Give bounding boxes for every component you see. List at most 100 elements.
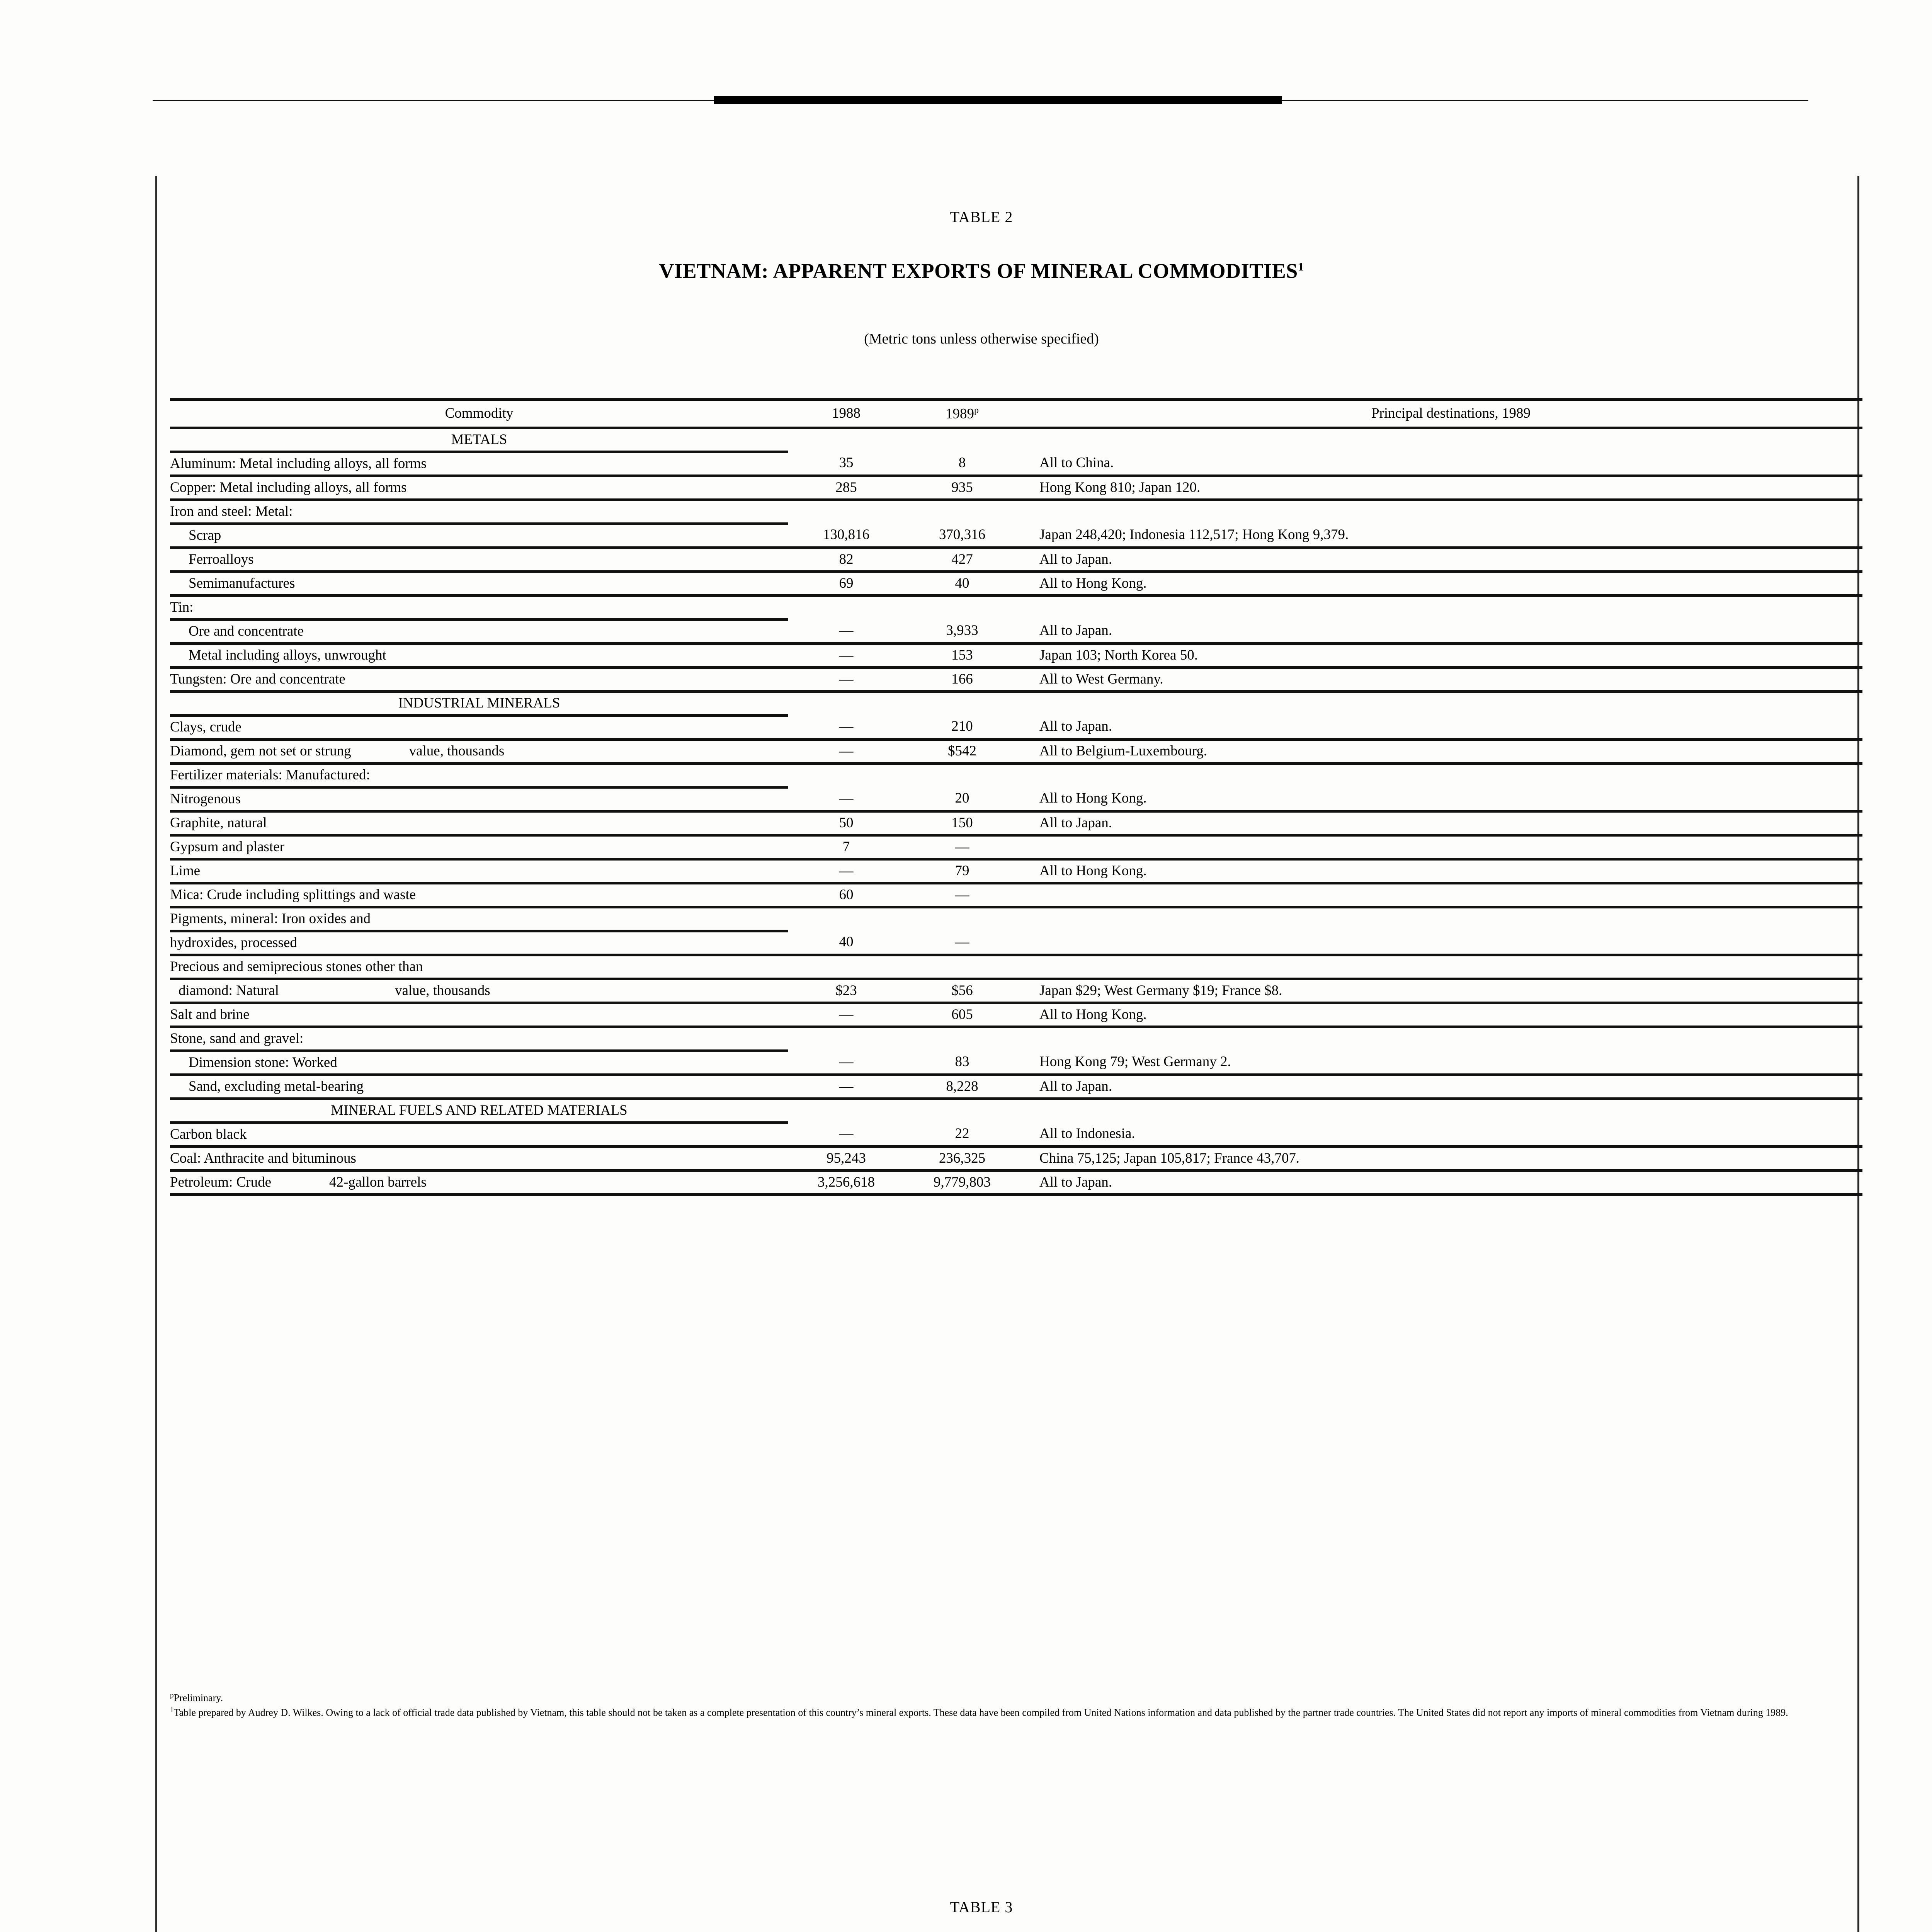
- row-value-1989: 20: [955, 790, 969, 806]
- row-commodity-label: Semimanufactures: [170, 570, 788, 596]
- left-margin-rule: [155, 176, 157, 1932]
- section-header-spacer-3: [1020, 427, 1862, 452]
- row-commodity-text: Scrap: [189, 527, 221, 544]
- row-commodity-label: Clays, crude: [170, 714, 788, 740]
- row-value-1988: —: [788, 666, 904, 692]
- footnote-preliminary-text: Preliminary.: [173, 1692, 223, 1704]
- group-spacer-2: [904, 954, 1020, 979]
- row-value-1988: —: [788, 642, 904, 668]
- row-commodity-text: Nitrogenous: [170, 791, 241, 807]
- row-value-1989: 79: [904, 858, 1020, 883]
- row-commodity-label: hydroxides, processed: [170, 930, 788, 955]
- row-value-1988: —: [788, 1002, 904, 1027]
- row-destinations: All to Japan.: [1039, 718, 1112, 735]
- row-value-1989: 9,779,803: [904, 1169, 1020, 1195]
- table2-table-row: Lime —79 All to Hong Kong.: [170, 858, 1862, 883]
- group-spacer-1: [788, 594, 904, 620]
- row-value-1988: —: [839, 718, 854, 735]
- footnote-note-marker: 1: [170, 1706, 174, 1714]
- row-commodity-text: Aluminum: Metal including alloys, all fo…: [170, 456, 427, 472]
- table3-number: TABLE 3: [950, 1898, 1013, 1916]
- row-commodity-text: diamond: Natural: [179, 983, 279, 999]
- row-value-1989: $542: [904, 738, 1020, 764]
- group-spacer-2: [904, 1026, 1020, 1051]
- section-header-spacer-1: [788, 427, 904, 452]
- row-commodity-text: Dimension stone: Worked: [189, 1054, 337, 1071]
- row-value-1989: 605: [904, 1002, 1020, 1027]
- table2-section-header-row: MINERAL FUELS AND RELATED MATERIALS: [170, 1097, 1862, 1123]
- row-commodity-text: Coal: Anthracite and bituminous: [170, 1150, 356, 1167]
- footnote-note: 1Table prepared by Audrey D. Wilkes. Owi…: [170, 1705, 1839, 1720]
- section-header-spacer-2: [904, 427, 1020, 452]
- row-value-1988: 82: [788, 546, 904, 572]
- row-value-1988: $23: [788, 978, 904, 1003]
- row-commodity-text: Ferroalloys: [189, 551, 254, 568]
- row-commodity-label: Aluminum: Metal including alloys, all fo…: [170, 451, 788, 476]
- row-destinations: All to Indonesia.: [1039, 1126, 1135, 1142]
- row-commodity-label: Nitrogenous: [170, 786, 788, 811]
- row-value-1989: 22: [955, 1126, 969, 1142]
- row-commodity-text: hydroxides, processed: [170, 935, 297, 951]
- section-header-spacer-2: [904, 690, 1020, 716]
- row-destinations: Japan $29; West Germany $19; France $8.: [1020, 978, 1862, 1003]
- table2-bottom-rule: [170, 1193, 1862, 1197]
- table2-table-row: hydroxides, processed 40 —: [170, 930, 1862, 955]
- bottom-rule-segment: [788, 1193, 904, 1197]
- group-spacer-3: [1020, 906, 1862, 931]
- table2-table-row: Tungsten: Ore and concentrate —166 All to …: [170, 666, 1862, 692]
- table2-group-label-row: Tin:: [170, 594, 1862, 620]
- group-spacer-1: [788, 954, 904, 979]
- bottom-rule-segment: [170, 1193, 788, 1197]
- row-destinations: All to Hong Kong.: [1039, 790, 1147, 806]
- row-value-1989: 427: [904, 546, 1020, 572]
- row-commodity-text: Carbon black: [170, 1126, 247, 1143]
- row-destinations: Japan 103; North Korea 50.: [1020, 642, 1862, 668]
- row-destinations: All to Hong Kong.: [1020, 570, 1862, 596]
- table2-table-row: Copper: Metal including alloys, all form…: [170, 474, 1862, 500]
- group-spacer-2: [904, 762, 1020, 787]
- group-spacer-2: [904, 906, 1020, 931]
- footnote-preliminary: pPreliminary.: [170, 1690, 1839, 1705]
- table2-table-row: Graphite, natural 50 150 All to Japan.: [170, 810, 1862, 835]
- row-commodity-label: Ferroalloys: [170, 546, 788, 572]
- row-commodity-text: Sand, excluding metal-bearing: [189, 1078, 364, 1095]
- row-destinations: China 75,125; Japan 105,817; France 43,7…: [1020, 1145, 1862, 1171]
- row-destinations: [1020, 834, 1862, 859]
- section-header-label: METALS: [170, 427, 788, 452]
- section-header-spacer-2: [904, 1097, 1020, 1123]
- group-spacer-3: [1020, 594, 1862, 620]
- row-commodity-label: Carbon black: [170, 1121, 788, 1147]
- row-destinations: [1020, 882, 1862, 907]
- table2-table-row: Aluminum: Metal including alloys, all fo…: [170, 451, 1862, 476]
- table2-table-row: Metal including alloys, unwrought —153 Jap…: [170, 642, 1862, 668]
- section-header-label: INDUSTRIAL MINERALS: [170, 690, 788, 716]
- table2-header-row: Commodity 1988 1989p Principal destinations…: [170, 398, 1862, 428]
- row-destinations: All to Japan.: [1020, 810, 1862, 835]
- table2-section-header-row: METALS: [170, 427, 1862, 452]
- row-commodity-text: Mica: Crude including splittings and was…: [170, 887, 416, 903]
- row-commodity-label: Sand, excluding metal-bearing: [170, 1073, 788, 1099]
- group-spacer-2: [904, 594, 1020, 620]
- table2-table-row: Dimension stone: Worked — 83 Hong Kong 79; …: [170, 1049, 1862, 1075]
- section-header-label: MINERAL FUELS AND RELATED MATERIALS: [170, 1097, 788, 1123]
- column-header-year-1989: 1989p: [904, 398, 1020, 428]
- row-value-1989: 8: [958, 455, 966, 471]
- row-value-1988: —: [788, 1073, 904, 1099]
- table2-group-label-row: Precious and semiprecious stones other t…: [170, 954, 1862, 979]
- row-commodity-text: Metal including alloys, unwrought: [189, 647, 386, 663]
- row-value-1989: 8,228: [904, 1073, 1020, 1099]
- row-value-1988: —: [788, 738, 904, 764]
- row-value-1989: 40: [904, 570, 1020, 596]
- table2-group-label-row: Fertilizer materials: Manufactured:: [170, 762, 1862, 787]
- row-destinations: Japan 248,420; Indonesia 112,517; Hong K…: [1039, 527, 1349, 543]
- row-value-1989: —: [955, 934, 969, 950]
- row-value-1988: —: [788, 858, 904, 883]
- table2-group-label-row: Iron and steel: Metal:: [170, 498, 1862, 524]
- table2-section-header-row: INDUSTRIAL MINERALS: [170, 690, 1862, 716]
- table2-table-row: Ferroalloys 82 427 All to Japan.: [170, 546, 1862, 572]
- row-unit-label: value, thousands: [395, 983, 490, 999]
- row-destinations: All to Hong Kong.: [1020, 858, 1862, 883]
- row-commodity-text: Gypsum and plaster: [170, 839, 284, 855]
- row-destinations: All to West Germany.: [1020, 666, 1862, 692]
- column-header-year-1988: 1988: [788, 398, 904, 428]
